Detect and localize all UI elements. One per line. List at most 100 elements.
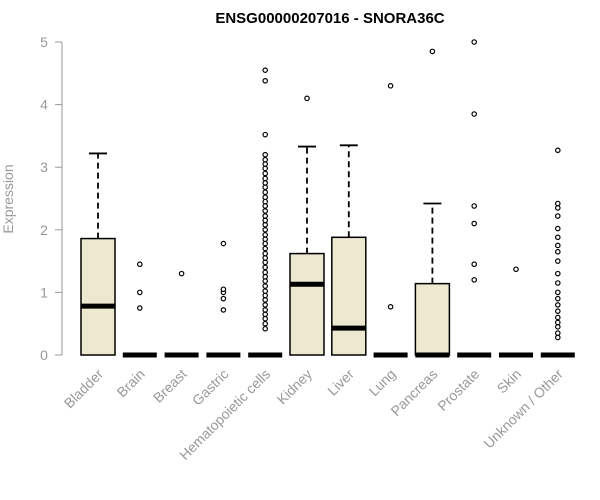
outlier-point [554,289,561,296]
outlier-point [262,203,269,209]
outlier-point [554,314,561,321]
outlier-point [262,213,269,219]
outlier-point [471,277,478,283]
box-prostate [457,39,492,358]
outlier-point [262,156,269,163]
outlier-point [262,255,269,261]
outlier-point [554,334,561,341]
outlier-point [262,170,269,177]
outlier-point [554,205,561,211]
outlier-point [262,269,269,276]
box-pancreas [414,48,451,358]
outlier-point [262,227,269,233]
outlier-point [262,180,269,186]
x-tick-label: Lung [365,366,398,399]
box-liver [331,144,367,356]
outlier-point [262,307,269,313]
outlier-point [429,48,436,55]
outlier-point [554,330,561,336]
outlier-point [262,264,269,271]
box-gastric [206,240,241,358]
outlier-point [471,261,478,268]
outlier-point [262,302,269,308]
outlier-point [220,240,227,247]
outlier-point [554,147,561,154]
x-tick-label: Prostate [434,366,482,414]
outlier-point [554,302,561,308]
outlier-point [262,67,269,73]
outlier-point [262,320,269,327]
y-tick-label: 3 [40,159,48,175]
outlier-point [513,266,519,273]
outlier-point [262,297,269,303]
box-kidney [289,95,325,356]
box-breast [164,270,199,358]
outlier-point [262,236,269,242]
outlier-point [304,95,310,102]
y-tick-label: 1 [40,284,48,300]
outlier-point [554,295,561,302]
outlier-point [262,175,269,182]
y-tick-label: 4 [40,97,48,113]
outlier-point [262,194,269,201]
x-tick-label: Skin [494,366,525,397]
box-body [289,252,325,356]
outlier-point [220,295,227,302]
outlier-point [262,240,269,247]
outlier-point [262,221,269,228]
outlier-point [554,319,561,326]
outlier-point [262,131,269,138]
outlier-point [178,270,185,277]
outlier-point [554,200,561,207]
outlier-point [554,258,561,264]
outlier-point [387,303,394,310]
outlier-point [471,220,478,227]
outlier-point [262,325,269,332]
outlier-point [262,208,269,214]
box-body [414,282,451,356]
outlier-point [554,308,561,314]
x-tick-label: Liver [324,366,357,399]
boxes [80,39,575,358]
outlier-point [137,305,143,311]
outlier-point [262,78,269,84]
outlier-point [262,259,269,266]
outlier-point [471,111,478,117]
outlier-point [554,270,561,277]
outlier-point [554,234,561,241]
outlier-point [220,286,227,293]
y-tick-label: 2 [40,222,48,238]
y-tick-label: 5 [40,34,48,50]
outlier-point [262,184,269,191]
x-tick-label: Bladder [61,366,107,412]
x-tick-label: Unknown / Other [480,366,566,452]
x-tick-label: Brain [113,366,147,400]
outlier-point [262,165,269,172]
x-tick-label: Breast [150,366,190,406]
outlier-point [471,39,478,45]
outlier-point [262,288,269,294]
outlier-point [387,83,394,89]
outlier-point [262,278,269,284]
box-body [80,237,116,356]
chart-title: ENSG00000207016 - SNORA36C [215,10,444,27]
box-brain [122,261,157,358]
outlier-point [262,315,269,322]
outlier-point [262,217,269,224]
outlier-point [220,307,227,313]
outlier-point [137,289,143,296]
y-tick-label: 0 [40,347,48,363]
outlier-point [262,232,269,238]
outlier-point [262,189,269,196]
outlier-point [262,151,269,158]
outlier-point [262,292,269,299]
box-body [331,236,367,356]
outlier-point [554,324,561,330]
outlier-point [262,311,269,318]
outlier-point [262,161,269,167]
outlier-point [262,245,269,252]
box-lung [373,83,408,358]
outlier-point [262,273,269,280]
box-hematopoietic-cells [248,67,283,358]
